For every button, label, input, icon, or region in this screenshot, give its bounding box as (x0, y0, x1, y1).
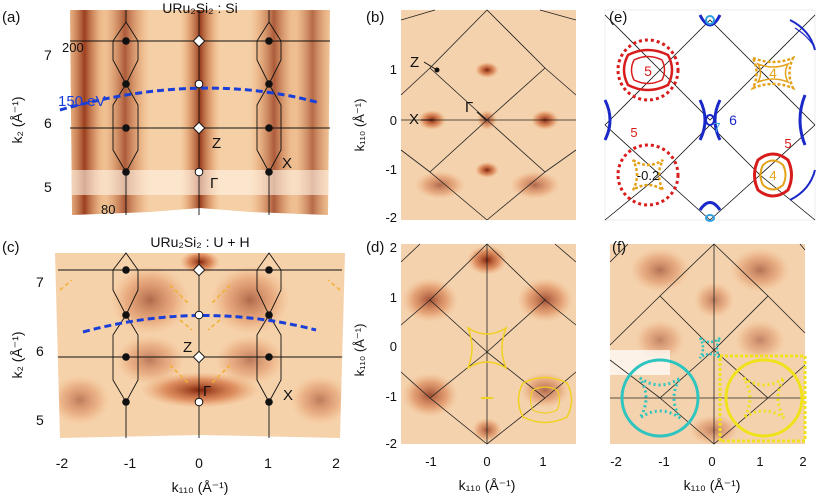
panel-f: (f) -2 -1 0 1 2 k₁₁₀ (Å⁻¹) (609, 239, 807, 493)
ytick-b-m2: -2 (385, 210, 397, 225)
ytick-a-6: 6 (44, 115, 52, 131)
ytick-d-0: 0 (390, 339, 397, 354)
ytick-b-1: 1 (390, 62, 397, 77)
ytick-c-7: 7 (36, 274, 44, 290)
point-z-a: Z (212, 135, 221, 152)
e-label-5a: 5 (644, 63, 652, 79)
e-label-4a: 4 (769, 65, 777, 81)
e-label-m02: -0.2 (637, 168, 659, 183)
point-x-a: X (282, 155, 292, 172)
xtick-ac-0: 0 (195, 455, 203, 471)
yticks-b: 1 0 -1 -2 (385, 62, 397, 225)
point-gamma-a: Γ (210, 175, 218, 192)
annot-200: 200 (62, 40, 84, 55)
ytick-d-m1: -1 (385, 389, 397, 404)
xtick-ac-m2: -2 (56, 455, 69, 471)
panel-d: 2 1 0 -1 -2 (d) k₁₁₀ (Å⁻¹) -1 0 1 k₁₁₀ (… (352, 239, 577, 493)
ytick-b-m1: -1 (385, 162, 397, 177)
e-label-6: 6 (729, 112, 737, 128)
xtick-f-1: 1 (756, 454, 763, 469)
xtick-f-m1: -1 (658, 454, 670, 469)
xtick-ac-m1: -1 (124, 455, 137, 471)
e-label-7: 7 (713, 120, 720, 135)
ytick-a-5: 5 (44, 179, 52, 195)
xtick-bd-0: 0 (483, 454, 490, 469)
xlabel-ac: k₁₁₀ (Å⁻¹) (172, 479, 229, 495)
ytick-d-m2: -2 (385, 436, 397, 451)
panel-a-title: URu₂Si₂ : Si (162, 0, 237, 16)
ylabel-d: k₁₁₀ (Å⁻¹) (352, 324, 367, 377)
fs-contours-e (603, 14, 816, 222)
points-a (122, 34, 273, 177)
panel-c: (c) URu₂Si₂ : U + H Z Γ X 7 6 5 k₂ (Å⁻¹)… (2, 234, 345, 495)
xlabel-bd: k₁₁₀ (Å⁻¹) (459, 477, 516, 493)
ytick-d-2: 2 (390, 240, 397, 255)
panel-a: (a) URu₂Si₂ : Si 200 80 150 eV Z Γ X 7 6… (2, 0, 330, 217)
panel-a-label: (a) (2, 9, 20, 26)
fs-contours-f (620, 336, 807, 443)
xticks-f: -2 -1 0 1 2 (610, 454, 806, 469)
xticks-bd: -1 0 1 (425, 454, 546, 469)
panel-e-label: (e) (609, 9, 627, 26)
xticks-ac: -2 -1 0 1 2 (56, 455, 340, 471)
e-label-5c: 5 (784, 136, 791, 151)
ylabel-c: k₂ (Å⁻¹) (9, 331, 25, 378)
150ev-path (59, 86, 321, 112)
panel-c-label: (c) (2, 239, 20, 256)
e-label-5b: 5 (630, 125, 637, 140)
panel-d-label: (d) (366, 239, 384, 256)
ytick-c-6: 6 (36, 343, 44, 359)
point-gamma-c: Γ (203, 383, 211, 400)
ylabel-a: k₂ (Å⁻¹) (9, 96, 25, 143)
xtick-ac-1: 1 (264, 455, 272, 471)
ylabel-b: k₁₁₀ (Å⁻¹) (352, 99, 367, 152)
bz-lines-f (609, 243, 806, 445)
yticks-d: 2 1 0 -1 -2 (385, 240, 397, 451)
panel-e: (e) 5 4 6 7 5 5 -0.2 4 (603, 9, 816, 222)
panel-c-title: URu₂Si₂ : U + H (150, 234, 249, 250)
xtick-f-2: 2 (799, 454, 806, 469)
xtick-bd-1: 1 (539, 454, 546, 469)
point-x-c: X (283, 387, 293, 404)
xlabel-f: k₁₁₀ (Å⁻¹) (684, 477, 741, 493)
xtick-ac-2: 2 (332, 455, 340, 471)
point-z-b: Z (410, 54, 419, 71)
fs-contour-d2 (517, 376, 573, 424)
dashed-orange-c (59, 279, 341, 386)
fs-contour-d1 (466, 326, 508, 370)
point-x-b: X (409, 111, 419, 128)
panel-b: 1 0 -1 -2 (b) k₁₁₀ (Å⁻¹) Z X Γ (352, 9, 577, 225)
ytick-d-1: 1 (390, 290, 397, 305)
annot-80: 80 (101, 202, 115, 217)
panel-b-label: (b) (366, 9, 384, 26)
ytick-c-5: 5 (36, 412, 44, 428)
point-z-c: Z (183, 339, 192, 356)
xtick-f-0: 0 (708, 454, 715, 469)
e-label-4b: 4 (769, 168, 776, 183)
ytick-b-0: 0 (390, 113, 397, 128)
panel-f-label: (f) (612, 239, 626, 256)
ytick-a-7: 7 (44, 47, 52, 63)
annot-150ev: 150 eV (58, 93, 106, 110)
bz-lines-d (400, 243, 577, 445)
xtick-bd-m1: -1 (425, 454, 437, 469)
points-c (122, 263, 273, 407)
xtick-f-m2: -2 (610, 454, 622, 469)
point-gamma-b: Γ (465, 99, 473, 116)
